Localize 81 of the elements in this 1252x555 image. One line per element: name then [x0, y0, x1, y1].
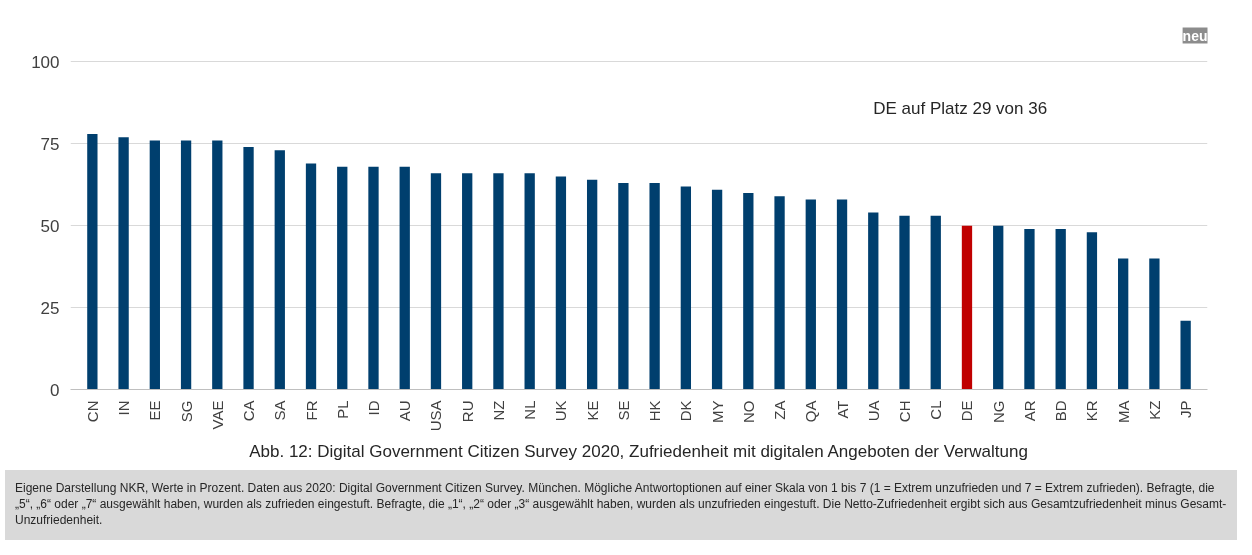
bar [87, 133, 98, 390]
x-tick-label: BD [1052, 400, 1070, 422]
bar [649, 183, 660, 390]
x-tick-label: CA [240, 400, 258, 422]
y-tick-label: 50 [40, 216, 60, 236]
x-tick-label: IN [115, 400, 133, 416]
x-tick-label: ZA [771, 400, 789, 420]
bar [1086, 232, 1098, 390]
bar [149, 140, 160, 390]
x-tick-label: CN [83, 400, 101, 423]
x-tick-label: NG [989, 400, 1007, 423]
bar [118, 137, 129, 390]
x-tick-label: UA [864, 400, 882, 422]
x-tick-label: AU [396, 400, 414, 422]
y-tick-label: 25 [40, 298, 60, 318]
x-tick-label: HK [646, 400, 664, 422]
text: neu [1182, 27, 1208, 44]
x-tick-label: AT [833, 400, 851, 419]
x-tick-label: DK [677, 400, 695, 422]
bar [899, 215, 910, 390]
x-tick-label: SA [271, 400, 289, 421]
bar [680, 186, 692, 390]
x-tick-label: VAE [208, 400, 226, 430]
x-tick-label: SE [614, 400, 632, 421]
bar [868, 212, 879, 390]
x-tick-label: MY [708, 400, 726, 423]
bar [305, 163, 317, 390]
bar [430, 173, 442, 390]
bar [805, 199, 816, 390]
x-tick-label: USA [427, 400, 445, 432]
x-tick-label: CH [896, 400, 914, 423]
bar [274, 150, 285, 390]
bar [961, 225, 973, 390]
x-tick-label: JP [1177, 400, 1195, 418]
bar [337, 166, 348, 390]
x-tick-label: KE [583, 400, 601, 421]
bar [493, 173, 504, 390]
bar [462, 173, 473, 390]
bar [399, 166, 410, 390]
text: Eigene Darstellung NKR, Werte in Prozent. Daten aus 2020: Digital Government Citizen Survey. München. Mögliche Antwortoptionen auf einer Skala von 1 bis 7 (1 = Extrem unzufrieden und 7 = Extrem zufrieden). Befragte, die „5“, „6“ oder „7“ ausgewählt haben, wurden als zufrieden eingestuft. Befragte, die „1“, „2“ oder „3“ ausgewählt haben, wurden als unzufrieden eingestuft. Die Netto-Zufriedenheit ergibt sich aus Gesamtzufriedenheit minus Gesamt-Unzufriedenheit. [15, 480, 1227, 529]
x-tick-label: FR [302, 400, 320, 421]
x-tick-label: PL [333, 400, 351, 419]
bar [743, 192, 754, 390]
x-tick-label: QA [802, 400, 820, 423]
y-tick-label: 75 [40, 134, 60, 154]
text: Abb. 12: Digital Government Citizen Survey 2020, Zufriedenheit mit digitalen Angeboten der Verwaltung [249, 441, 1028, 461]
x-tick-label: SG [177, 400, 195, 423]
x-tick-label: UK [552, 400, 570, 422]
x-tick-label: KR [1083, 400, 1101, 422]
bar [1149, 258, 1160, 390]
bar [555, 176, 567, 390]
bar [930, 215, 941, 390]
annotation: DE auf Platz 29 von 36 [873, 98, 1048, 118]
x-tick-label: EE [146, 400, 164, 421]
bar [368, 166, 379, 390]
bar [993, 225, 1004, 390]
x-tick-label: NL [521, 400, 539, 420]
x-tick-label: AR [1020, 400, 1038, 422]
x-tick-label: NO [739, 400, 757, 423]
bar [1024, 228, 1035, 390]
x-tick-label: DE [958, 400, 976, 422]
x-tick-label: MA [1114, 400, 1132, 423]
x-tick-label: KZ [1145, 400, 1163, 420]
x-tick-label: ID [364, 400, 382, 416]
bar [586, 179, 598, 390]
bar [1118, 258, 1129, 390]
bar [711, 189, 723, 390]
bar [618, 183, 629, 390]
x-tick-label: NZ [489, 400, 507, 421]
bar [1055, 228, 1066, 390]
bar [180, 140, 192, 390]
bar [524, 173, 535, 390]
x-tick-label: RU [458, 400, 476, 423]
y-tick-label: 100 [31, 52, 60, 72]
bar [212, 140, 223, 390]
bar [243, 147, 254, 390]
y-tick-label: 0 [50, 380, 60, 400]
bar [836, 199, 848, 390]
bar [774, 196, 785, 390]
bar [1180, 320, 1191, 390]
x-tick-label: CL [927, 400, 945, 420]
